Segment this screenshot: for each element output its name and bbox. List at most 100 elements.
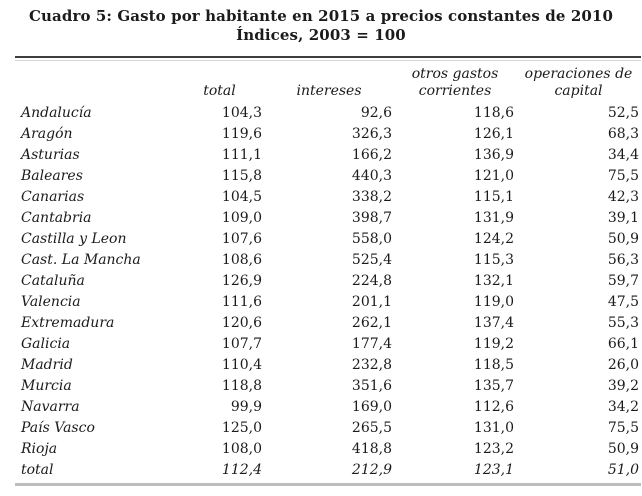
row-label: Cantabria <box>21 210 92 226</box>
cell-total: 118,8 <box>221 378 262 394</box>
cell-total: 110,4 <box>221 357 262 373</box>
table-body: Andalucía 104,3 92,6 118,6 52,5 Aragón 1… <box>15 103 641 481</box>
cell-otros-gastos-corrientes: 123,2 <box>473 441 514 457</box>
cell-intereses: 177,4 <box>351 336 392 352</box>
cell-otros-gastos-corrientes: 136,9 <box>473 147 514 163</box>
cell-total: 99,9 <box>230 399 262 415</box>
row-label: Baleares <box>21 168 83 184</box>
cell-total: 104,3 <box>221 105 262 121</box>
table-row: Extremadura 120,6 262,1 137,4 55,3 <box>15 313 641 334</box>
cell-operaciones-de-capital: 59,7 <box>607 273 639 289</box>
table-row: Cast. La Mancha 108,6 525,4 115,3 56,3 <box>15 250 641 271</box>
cell-total: 111,6 <box>221 294 262 310</box>
cell-total: 120,6 <box>221 315 262 331</box>
row-label: Galicia <box>21 336 71 352</box>
cell-intereses: 265,5 <box>351 420 392 436</box>
cell-intereses: 166,2 <box>351 147 392 163</box>
header-row: total intereses otros gastos corrientes … <box>15 61 641 103</box>
cell-otros-gastos-corrientes: 112,6 <box>473 399 514 415</box>
header-intereses: intereses <box>296 83 362 99</box>
cell-operaciones-de-capital: 39,2 <box>607 378 639 394</box>
cell-otros-gastos-corrientes: 115,1 <box>473 189 514 205</box>
table-row: Andalucía 104,3 92,6 118,6 52,5 <box>15 103 641 124</box>
row-label: Castilla y Leon <box>21 231 127 247</box>
table-row: Rioja 108,0 418,8 123,2 50,9 <box>15 439 641 460</box>
cell-intereses: 92,6 <box>360 105 392 121</box>
data-table: total intereses otros gastos corrientes … <box>15 61 641 481</box>
cell-intereses: 525,4 <box>351 252 392 268</box>
cell-total: 125,0 <box>221 420 262 436</box>
cell-operaciones-de-capital: 75,5 <box>607 168 639 184</box>
row-label: País Vasco <box>21 420 95 436</box>
cell-otros-gastos-corrientes: 123,1 <box>473 462 514 478</box>
cell-otros-gastos-corrientes: 119,0 <box>473 294 514 310</box>
header-total: total <box>203 83 236 99</box>
header-otros-gastos-corrientes: otros gastos corrientes <box>411 66 499 99</box>
table-subtitle: Índices, 2003 = 100 <box>236 26 406 44</box>
cell-otros-gastos-corrientes: 121,0 <box>473 168 514 184</box>
row-label: total <box>21 462 54 478</box>
row-label: Cast. La Mancha <box>21 252 141 268</box>
cell-intereses: 169,0 <box>351 399 392 415</box>
cell-intereses: 224,8 <box>351 273 392 289</box>
cell-total: 111,1 <box>221 147 262 163</box>
cell-operaciones-de-capital: 34,4 <box>607 147 639 163</box>
table-row: Navarra 99,9 169,0 112,6 34,2 <box>15 397 641 418</box>
cell-operaciones-de-capital: 51,0 <box>607 462 639 478</box>
cell-total: 108,6 <box>221 252 262 268</box>
row-label: Asturias <box>21 147 80 163</box>
cell-total: 109,0 <box>221 210 262 226</box>
cell-otros-gastos-corrientes: 137,4 <box>473 315 514 331</box>
cell-total: 119,6 <box>221 126 262 142</box>
cell-total: 107,6 <box>221 231 262 247</box>
row-label: Murcia <box>21 378 72 394</box>
table-row: Valencia 111,6 201,1 119,0 47,5 <box>15 292 641 313</box>
cell-total: 115,8 <box>221 168 262 184</box>
cell-operaciones-de-capital: 34,2 <box>607 399 639 415</box>
cell-total: 107,7 <box>221 336 262 352</box>
cell-operaciones-de-capital: 75,5 <box>607 420 639 436</box>
cell-intereses: 351,6 <box>351 378 392 394</box>
cell-otros-gastos-corrientes: 124,2 <box>473 231 514 247</box>
cell-intereses: 418,8 <box>351 441 392 457</box>
bottom-rule <box>15 483 641 486</box>
cell-otros-gastos-corrientes: 119,2 <box>473 336 514 352</box>
cell-operaciones-de-capital: 42,3 <box>607 189 639 205</box>
cell-otros-gastos-corrientes: 131,9 <box>473 210 514 226</box>
table-row: total 112,4 212,9 123,1 51,0 <box>15 460 641 481</box>
table-figure: Cuadro 5: Gasto por habitante en 2015 a … <box>15 7 641 486</box>
row-label: Aragón <box>21 126 73 142</box>
row-label: Madrid <box>21 357 73 373</box>
top-rule-ghost <box>15 60 641 61</box>
cell-otros-gastos-corrientes: 126,1 <box>473 126 514 142</box>
cell-total: 108,0 <box>221 441 262 457</box>
cell-intereses: 338,2 <box>351 189 392 205</box>
cell-intereses: 212,9 <box>351 462 392 478</box>
row-label: Cataluña <box>21 273 85 289</box>
table-title: Cuadro 5: Gasto por habitante en 2015 a … <box>29 7 613 25</box>
cell-intereses: 440,3 <box>351 168 392 184</box>
table-row: Canarias 104,5 338,2 115,1 42,3 <box>15 187 641 208</box>
cell-otros-gastos-corrientes: 118,5 <box>473 357 514 373</box>
table-row: Cantabria 109,0 398,7 131,9 39,1 <box>15 208 641 229</box>
header-operaciones-de-capital: operaciones de capital <box>524 66 633 99</box>
table-row: Asturias 111,1 166,2 136,9 34,4 <box>15 145 641 166</box>
cell-intereses: 558,0 <box>351 231 392 247</box>
header-region-blank <box>15 61 175 103</box>
cell-operaciones-de-capital: 55,3 <box>607 315 639 331</box>
table-row: Galicia 107,7 177,4 119,2 66,1 <box>15 334 641 355</box>
cell-operaciones-de-capital: 47,5 <box>607 294 639 310</box>
row-label: Andalucía <box>21 105 92 121</box>
cell-operaciones-de-capital: 39,1 <box>607 210 639 226</box>
row-label: Navarra <box>21 399 80 415</box>
table-row: Murcia 118,8 351,6 135,7 39,2 <box>15 376 641 397</box>
cell-operaciones-de-capital: 50,9 <box>607 441 639 457</box>
cell-total: 126,9 <box>221 273 262 289</box>
cell-operaciones-de-capital: 66,1 <box>607 336 639 352</box>
top-rule <box>15 56 641 58</box>
cell-otros-gastos-corrientes: 118,6 <box>473 105 514 121</box>
table-row: Baleares 115,8 440,3 121,0 75,5 <box>15 166 641 187</box>
cell-intereses: 201,1 <box>351 294 392 310</box>
row-label: Extremadura <box>21 315 115 331</box>
cell-otros-gastos-corrientes: 115,3 <box>473 252 514 268</box>
